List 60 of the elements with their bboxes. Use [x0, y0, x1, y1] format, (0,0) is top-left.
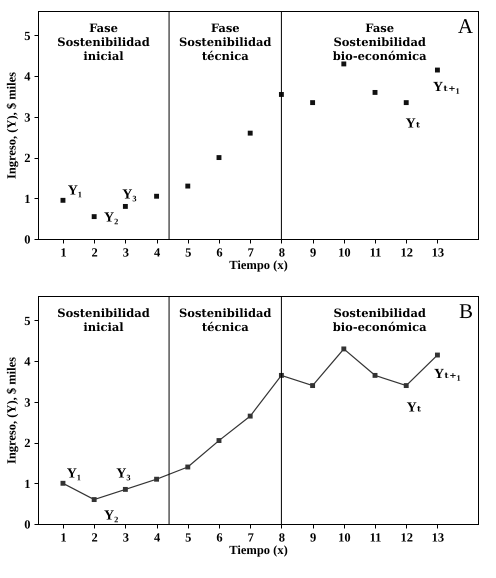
- annotation: Y₁: [66, 466, 82, 482]
- x-axis-title: Tiempo (x): [229, 258, 288, 272]
- x-tick-label: 13: [432, 530, 444, 544]
- y-axis-title: Ingreso, (Y), $ miles: [4, 72, 18, 180]
- x-axis-title: Tiempo (x): [229, 543, 288, 557]
- x-tick-label: 10: [338, 530, 351, 544]
- x-tick-label: 12: [400, 530, 413, 544]
- annotation: A: [458, 14, 474, 38]
- annotation: Yₜ: [406, 400, 422, 416]
- x-tick-label: 3: [122, 246, 129, 260]
- annotation: Y₁: [68, 183, 82, 198]
- x-tick-label: 7: [248, 246, 254, 260]
- annotation: Fase Sostenibilidad técnica: [178, 21, 272, 63]
- y-tick-label: 4: [24, 354, 32, 369]
- x-tick-label: 4: [154, 246, 161, 260]
- x-tick-label: 6: [216, 530, 223, 544]
- x-tick-label: 7: [248, 530, 254, 544]
- y-tick-label: 0: [24, 518, 30, 532]
- x-tick-label: 8: [278, 246, 286, 260]
- x-tick-label: 1: [60, 246, 67, 260]
- annotation: Sostenibilidad inicial: [57, 306, 150, 334]
- x-tick-label: 11: [370, 246, 382, 260]
- x-tick-label: 4: [154, 530, 161, 544]
- x-tick-label: 1: [60, 530, 67, 544]
- x-tick-label: 10: [338, 246, 351, 260]
- annotation: Y₂: [104, 508, 118, 524]
- y-tick-label: 3: [24, 395, 30, 410]
- annotation: Sostenibilidad bio-económica: [332, 306, 428, 334]
- x-tick-label: 2: [92, 246, 98, 260]
- x-tick-label: 11: [370, 530, 382, 544]
- x-tick-label: 6: [216, 246, 223, 260]
- annotation: Y₃: [116, 466, 131, 482]
- x-tick-label: 3: [122, 530, 129, 544]
- y-tick-label: 2: [24, 151, 30, 166]
- y-tick-label: 5: [24, 314, 30, 328]
- x-tick-label: 5: [185, 530, 192, 544]
- annotation: Fase Sostenibilidad inicial: [57, 21, 150, 63]
- x-tick-label: 12: [400, 246, 413, 260]
- x-tick-label: 9: [310, 530, 316, 544]
- y-tick-label: 3: [24, 110, 30, 124]
- x-tick-label: 8: [278, 530, 286, 544]
- annotation: B: [458, 299, 473, 323]
- x-tick-label: 2: [92, 530, 98, 544]
- annotation: Y₂: [104, 210, 118, 226]
- y-tick-label: 5: [24, 28, 30, 43]
- annotation: Y₃: [122, 187, 137, 202]
- annotation: Yₜ₊₁: [432, 80, 460, 96]
- annotation: Yₜ₊₁: [434, 367, 461, 382]
- y-tick-label: 1: [24, 476, 30, 491]
- y-tick-label: 0: [24, 232, 30, 246]
- annotation: Fase Sostenibilidad bio-económica: [332, 21, 428, 63]
- annotation: Yₜ: [406, 116, 421, 132]
- y-tick-label: 2: [24, 436, 30, 450]
- y-axis-title: Ingreso, (Y), $ miles: [4, 356, 18, 464]
- y-tick-label: 1: [24, 192, 30, 206]
- y-tick-label: 4: [24, 70, 32, 84]
- x-tick-label: 5: [185, 246, 192, 260]
- annotation: Sostenibilidad técnica: [178, 306, 272, 334]
- x-tick-label: 13: [432, 246, 444, 260]
- x-tick-label: 9: [310, 246, 316, 260]
